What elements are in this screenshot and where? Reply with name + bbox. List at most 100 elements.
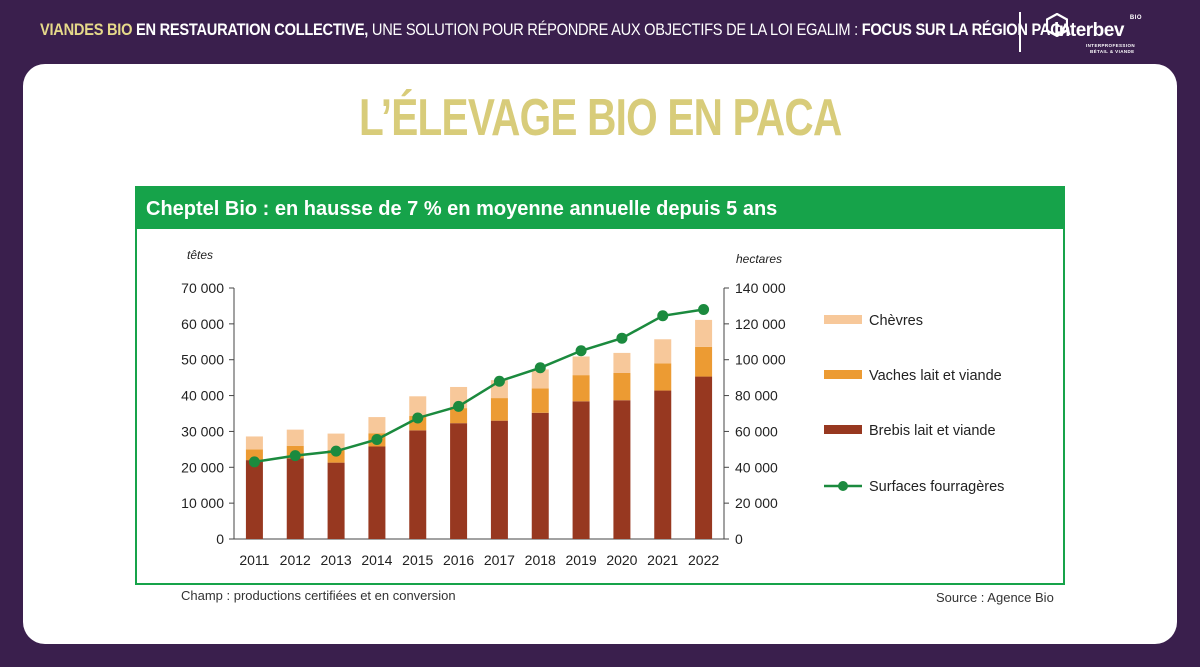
content-card <box>23 64 1177 644</box>
y-tick-label: 0 <box>216 531 224 547</box>
figure-frame: Cheptel Bio : en hausse de 7 % en moyenn… <box>135 186 1065 585</box>
page-title: L’ÉLEVAGE BIO EN PACA <box>0 88 1200 148</box>
line-point <box>453 400 465 412</box>
y2-tick-label: 0 <box>735 531 743 547</box>
line-point <box>616 332 628 344</box>
bar-brebis <box>572 401 590 539</box>
x-tick-label: 2011 <box>239 552 269 568</box>
x-tick-label: 2020 <box>606 552 637 568</box>
y-tick-label: 10 000 <box>181 495 224 511</box>
y-axis-title: têtes <box>187 248 213 262</box>
y2-tick-label: 100 000 <box>735 352 786 368</box>
line-point <box>575 345 587 357</box>
bar-brebis <box>450 423 468 539</box>
y2-axis-title: hectares <box>736 252 782 266</box>
line-point <box>330 445 342 457</box>
y2-tick-label: 60 000 <box>735 423 778 439</box>
bar-chevres <box>368 417 386 434</box>
header-divider <box>1019 12 1021 52</box>
legend-label: Brebis lait et viande <box>869 423 996 439</box>
x-tick-label: 2017 <box>484 552 515 568</box>
bar-brebis <box>531 412 549 539</box>
x-tick-label: 2012 <box>280 552 311 568</box>
line-point <box>698 304 710 316</box>
legend-swatch <box>824 425 862 434</box>
bar-brebis <box>327 462 345 539</box>
bar-brebis <box>245 460 263 539</box>
x-tick-label: 2014 <box>361 552 392 568</box>
interbev-logo: BIO interbev INTERPROFESSION BÉTAIL & VI… <box>1046 12 1146 56</box>
bar-vaches <box>490 398 508 421</box>
bar-vaches <box>613 372 631 401</box>
headline-part-3: UNE SOLUTION POUR RÉPONDRE AUX OBJECTIFS… <box>368 20 862 39</box>
y2-tick-label: 80 000 <box>735 388 778 404</box>
bar-chevres <box>409 396 427 417</box>
line-point <box>412 412 424 424</box>
bar-vaches <box>654 363 672 391</box>
bar-vaches <box>531 388 549 413</box>
legend-label: Vaches lait et viande <box>869 368 1002 384</box>
bar-brebis <box>368 446 386 539</box>
x-tick-label: 2022 <box>688 552 719 568</box>
logo-subtitle-1: INTERPROFESSION <box>1086 43 1136 48</box>
x-tick-label: 2016 <box>443 552 474 568</box>
bar-brebis <box>490 420 508 539</box>
figure-header: Cheptel Bio : en hausse de 7 % en moyenn… <box>137 188 1063 229</box>
y2-tick-label: 140 000 <box>735 280 786 296</box>
figure-source: Source : Agence Bio <box>936 590 1054 605</box>
bar-vaches <box>695 346 713 377</box>
page-title-text: L’ÉLEVAGE BIO EN PACA <box>358 89 842 147</box>
line-point <box>371 433 383 445</box>
bar-brebis <box>286 458 304 539</box>
x-tick-label: 2018 <box>525 552 556 568</box>
top-banner: VIANDES BIO EN RESTAURATION COLLECTIVE, … <box>0 0 1200 64</box>
bar-vaches <box>572 375 590 402</box>
legend-label: Chèvres <box>869 313 923 329</box>
y2-tick-label: 20 000 <box>735 495 778 511</box>
y-tick-label: 40 000 <box>181 388 224 404</box>
bar-brebis <box>409 430 427 539</box>
bar-chevres <box>695 319 713 347</box>
line-point <box>289 450 301 462</box>
bar-brebis <box>613 400 631 539</box>
bar-chevres <box>327 433 345 451</box>
y-tick-label: 50 000 <box>181 352 224 368</box>
bar-chevres <box>531 369 549 389</box>
legend-label: Surfaces fourragères <box>869 479 1004 495</box>
y-tick-label: 70 000 <box>181 280 224 296</box>
legend-line-marker <box>838 481 848 491</box>
headline-part-2: EN RESTAURATION COLLECTIVE, <box>132 20 369 39</box>
logo-bio: BIO <box>1129 15 1142 21</box>
headline-part-4: FOCUS SUR LA RÉGION PACA <box>861 20 1071 39</box>
line-point <box>248 456 260 468</box>
logo-name: interbev <box>1054 20 1124 41</box>
line-point <box>493 375 505 387</box>
bar-chevres <box>245 436 263 450</box>
line-surfaces-fourrageres <box>254 308 704 464</box>
chart: 0 10 000 20 000 30 000 40 000 50 000 60 000 70 … <box>181 248 1004 568</box>
headline: VIANDES BIO EN RESTAURATION COLLECTIVE, … <box>40 20 1071 40</box>
legend-swatch <box>824 315 862 324</box>
y-tick-label: 20 000 <box>181 459 224 475</box>
bar-vaches <box>245 449 263 461</box>
x-tick-label: 2019 <box>566 552 597 568</box>
y-tick-label: 30 000 <box>181 423 224 439</box>
x-tick-label: 2021 <box>647 552 678 568</box>
logo-subtitle-2: BÉTAIL & VIANDE <box>1090 49 1135 54</box>
bar-brebis <box>654 390 672 539</box>
y2-tick-label: 40 000 <box>735 459 778 475</box>
bar-chevres <box>286 429 304 446</box>
x-tick-label: 2013 <box>321 552 352 568</box>
line-point <box>534 362 546 374</box>
bar-chevres <box>572 356 590 376</box>
bar-brebis <box>695 376 713 539</box>
line-point <box>657 310 669 322</box>
logo-hexagon-icon <box>1046 13 1068 37</box>
legend-swatch <box>824 370 862 379</box>
bar-chevres <box>654 339 672 364</box>
bar-vaches <box>450 408 468 424</box>
bar-chevres <box>613 352 631 373</box>
figure-note: Champ : productions certifiées et en con… <box>181 588 456 603</box>
y2-tick-label: 120 000 <box>735 316 786 332</box>
y-tick-label: 60 000 <box>181 316 224 332</box>
